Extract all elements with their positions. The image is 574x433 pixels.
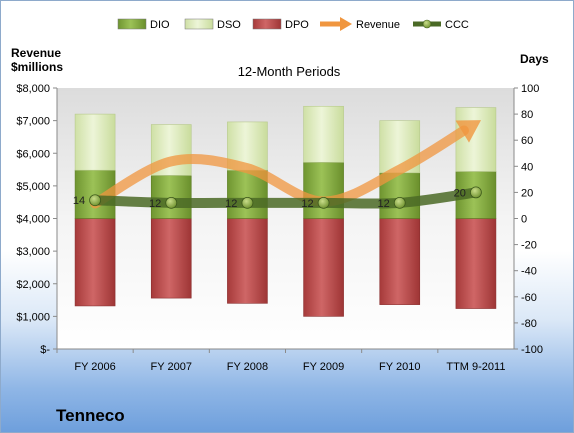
- category-label: TTM 9-2011: [446, 361, 505, 373]
- left-tick-label: $1,000: [16, 311, 50, 323]
- left-axis-title-line1: Revenue: [11, 46, 61, 60]
- left-tick-label: $6,000: [16, 148, 50, 160]
- legend-label: Revenue: [356, 19, 400, 31]
- ccc-point: [317, 196, 330, 209]
- bar-dso: [303, 105, 344, 163]
- left-tick-label: $2,000: [16, 279, 50, 291]
- bar-dio: [303, 162, 344, 219]
- right-tick-label: -100: [521, 344, 543, 356]
- category-label: FY 2006: [74, 361, 115, 373]
- bar-dpo: [74, 218, 116, 307]
- revenue-line: [90, 125, 469, 209]
- ccc-data-label: 12: [378, 198, 390, 210]
- line-layer: 14 12 12 12 12 20: [73, 120, 482, 210]
- right-tick-label: -80: [521, 318, 537, 330]
- bar-layer: [74, 105, 497, 317]
- bar-dpo: [150, 218, 192, 299]
- bar-dpo: [379, 218, 421, 305]
- ccc-line: [90, 187, 481, 209]
- ccc-point: [393, 196, 406, 209]
- category-label: FY 2008: [227, 361, 268, 373]
- right-tick-label: -60: [521, 292, 537, 304]
- left-axis-ticks: $- $1,000 $2,000 $3,000 $4,000 $5,000 $6,000 $7…: [16, 83, 57, 356]
- left-tick-label: $8,000: [16, 83, 50, 95]
- right-axis-ticks: -100 -80 -60 -40 -20 0 20 40 60 80 100: [514, 83, 543, 356]
- bar-dpo: [227, 218, 268, 304]
- legend-label: DSO: [217, 19, 241, 31]
- category-label: FY 2007: [151, 361, 192, 373]
- left-tick-label: $7,000: [16, 116, 50, 128]
- legend-swatch: [184, 18, 214, 30]
- legend: DIO DSO DPO Revenue CCC: [117, 17, 469, 31]
- right-tick-label: 0: [521, 214, 527, 226]
- right-tick-label: -40: [521, 266, 537, 278]
- right-axis-title: Days: [520, 52, 549, 66]
- right-tick-label: 80: [521, 109, 533, 121]
- left-tick-label: $5,000: [16, 181, 50, 193]
- left-tick-label: $3,000: [16, 246, 50, 258]
- company-name: Tenneco: [56, 406, 125, 425]
- bar-dso: [74, 113, 116, 171]
- right-tick-label: -20: [521, 240, 537, 252]
- legend-label: DIO: [150, 19, 170, 31]
- revenue-arrowhead: [455, 120, 482, 143]
- chart-title: 12-Month Periods: [238, 64, 341, 79]
- category-label: FY 2010: [379, 361, 420, 373]
- ccc-point: [165, 196, 178, 209]
- plot-area: [57, 88, 514, 349]
- ccc-data-label: 14: [73, 195, 85, 207]
- ccc-data-label: 12: [149, 198, 161, 210]
- legend-label: DPO: [285, 19, 309, 31]
- ccc-point: [89, 194, 101, 207]
- legend-arrow-icon: [340, 17, 352, 31]
- ccc-point: [470, 186, 482, 199]
- bar-dso: [455, 107, 497, 172]
- ccc-point: [241, 196, 254, 209]
- bar-dpo: [303, 218, 344, 317]
- legend-swatch: [252, 18, 282, 30]
- legend-dot-icon: [422, 19, 432, 29]
- category-axis-ticks: FY 2006 FY 2007 FY 2008 FY 2009 FY 2010 TTM 9…: [56, 349, 505, 373]
- right-tick-label: 40: [521, 161, 533, 173]
- left-tick-label: $-: [40, 344, 50, 356]
- category-label: FY 2009: [303, 361, 344, 373]
- left-tick-label: $4,000: [16, 214, 50, 226]
- ccc-data-label: 20: [454, 187, 466, 199]
- legend-swatch: [117, 18, 147, 30]
- legend-label: CCC: [445, 19, 469, 31]
- right-tick-label: 20: [521, 187, 533, 199]
- ccc-data-label: 12: [301, 198, 313, 210]
- right-tick-label: 100: [521, 83, 539, 95]
- ccc-data-label: 12: [225, 198, 237, 210]
- right-tick-label: 60: [521, 135, 533, 147]
- bar-dpo: [455, 218, 497, 309]
- left-axis-title-line2: $millions: [11, 60, 63, 74]
